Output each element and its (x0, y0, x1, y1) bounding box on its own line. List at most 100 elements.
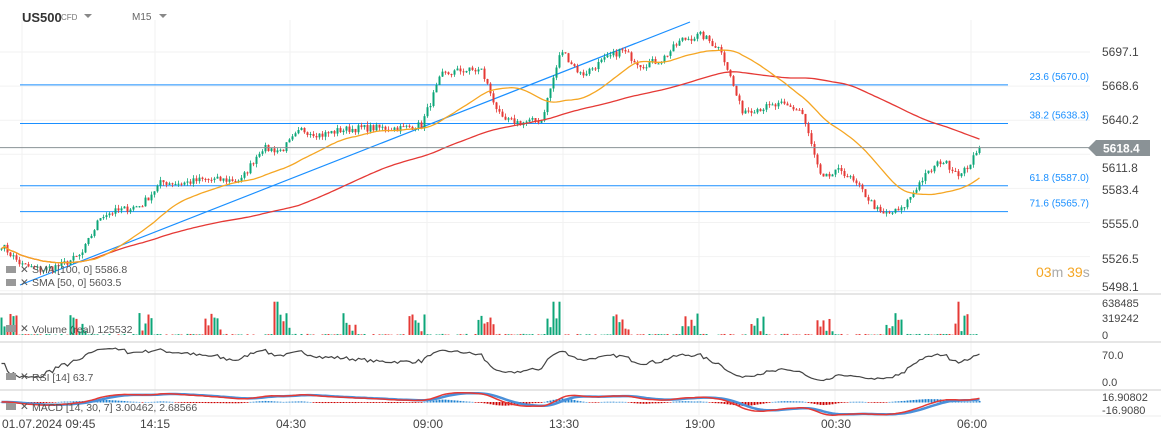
candle-body (897, 208, 900, 211)
volume-bar (537, 334, 540, 335)
macd-histogram-bar (525, 402, 528, 404)
macd-histogram-bar (765, 402, 768, 404)
timeframe-selector[interactable]: M15 (132, 12, 152, 23)
symbol-dropdown-icon[interactable] (84, 14, 92, 18)
candle-body (321, 133, 324, 137)
volume-bar (195, 334, 198, 335)
candle-body (72, 255, 75, 261)
macd-histogram-bar (297, 401, 300, 403)
legend-macd[interactable]: ✕ MACD [14, 30, 7] 3.00462, 2.68566 (6, 401, 197, 414)
candle-body (204, 178, 207, 180)
volume-bar (780, 334, 783, 335)
volume-bar (48, 334, 51, 335)
volume-bar (336, 334, 339, 335)
candle-body (483, 68, 486, 80)
volume-bar (60, 334, 63, 335)
volume-bar (186, 333, 189, 335)
candle-body (789, 105, 792, 107)
candle-body (546, 97, 549, 113)
candle-body (189, 181, 192, 184)
candle-body (741, 100, 744, 114)
candle-body (462, 71, 465, 73)
candle-body (777, 102, 780, 107)
macd-histogram-bar (396, 402, 399, 404)
macd-histogram-bar (726, 402, 729, 405)
macd-histogram-bar (648, 402, 651, 404)
candle-body (93, 230, 96, 236)
macd-histogram-bar (357, 402, 360, 403)
candle-body (714, 46, 717, 48)
macd-histogram-bar (579, 401, 582, 403)
candle-body (288, 139, 291, 143)
fibonacci-retracement[interactable]: 23.6 (5670.0) 38.2 (5638.3) 61.8 (5587.0) 7… (20, 72, 1089, 213)
macd-histogram-bar (216, 402, 219, 404)
candle-body (744, 110, 747, 114)
volume-bar (459, 334, 462, 335)
candle-body (237, 180, 240, 182)
candle-body (678, 40, 681, 46)
macd-histogram-bar (303, 401, 306, 403)
symbol-selector[interactable]: US500 (22, 10, 62, 25)
volume-bar (720, 334, 723, 335)
macd-histogram-bar (288, 401, 291, 403)
volume-bar (171, 334, 174, 335)
candle-body (627, 51, 630, 53)
candle-body (585, 73, 588, 76)
volume-bar (507, 334, 510, 335)
volume-bar (342, 313, 345, 335)
legend-sma-100[interactable]: ✕ SMA [100, 0] 5586.8 (6, 264, 127, 276)
volume-bar (9, 313, 12, 335)
candle-body (402, 126, 405, 128)
macd-histogram-bar (123, 401, 126, 403)
volume-tick: 0 (1102, 330, 1108, 342)
volume-bar (705, 334, 708, 335)
candle-body (723, 52, 726, 63)
candle-body (732, 76, 735, 86)
timeframe-dropdown-icon[interactable] (159, 14, 167, 18)
candle-body (162, 180, 165, 183)
macd-histogram-bar (768, 402, 771, 403)
candle-body (393, 127, 396, 131)
macd-histogram-bar (747, 402, 750, 406)
volume-bar (141, 330, 144, 335)
macd-histogram-bar (417, 402, 420, 403)
volume-bar (672, 334, 675, 335)
candle-body (468, 67, 471, 72)
candle-body (51, 266, 54, 271)
candle-body (432, 92, 435, 106)
candle-body (249, 163, 252, 174)
macd-histogram-bar (405, 402, 408, 403)
candle-body (636, 62, 639, 66)
macd-histogram-bar (702, 401, 705, 403)
legend-volume[interactable]: ✕ Volume (real) 125532 (6, 323, 133, 336)
close-icon: ✕ (20, 371, 29, 383)
candle-body (771, 104, 774, 106)
candle-body (882, 211, 885, 214)
candle-body (519, 121, 522, 126)
macd-histogram-bar (60, 401, 63, 403)
macd-histogram-bar (456, 400, 459, 403)
macd-histogram-bar (354, 402, 357, 404)
candle-body (852, 176, 855, 181)
macd-histogram-bar (378, 402, 381, 403)
legend-sma-50[interactable]: ✕ SMA [50, 0] 5603.5 (6, 277, 121, 289)
price-tick: 5498.1 (1102, 280, 1139, 294)
macd-histogram-bar (36, 402, 39, 404)
candle-body (912, 192, 915, 197)
volume-bar (723, 333, 726, 335)
macd-histogram-bar (393, 402, 396, 403)
volume-bar (948, 334, 951, 335)
candle-body (654, 59, 657, 64)
volume-bar (627, 329, 630, 335)
volume-bar (72, 317, 75, 335)
candle-body (465, 71, 468, 73)
macd-histogram-bar (234, 402, 237, 404)
candle-body (255, 156, 258, 164)
trendline[interactable] (19, 21, 691, 286)
candle-body (474, 69, 477, 72)
macd-histogram-bar (630, 402, 633, 403)
candle-body (762, 109, 765, 112)
legend-rsi[interactable]: ✕ RSI [14] 63.7 (6, 371, 93, 384)
menu-icon (6, 279, 16, 286)
